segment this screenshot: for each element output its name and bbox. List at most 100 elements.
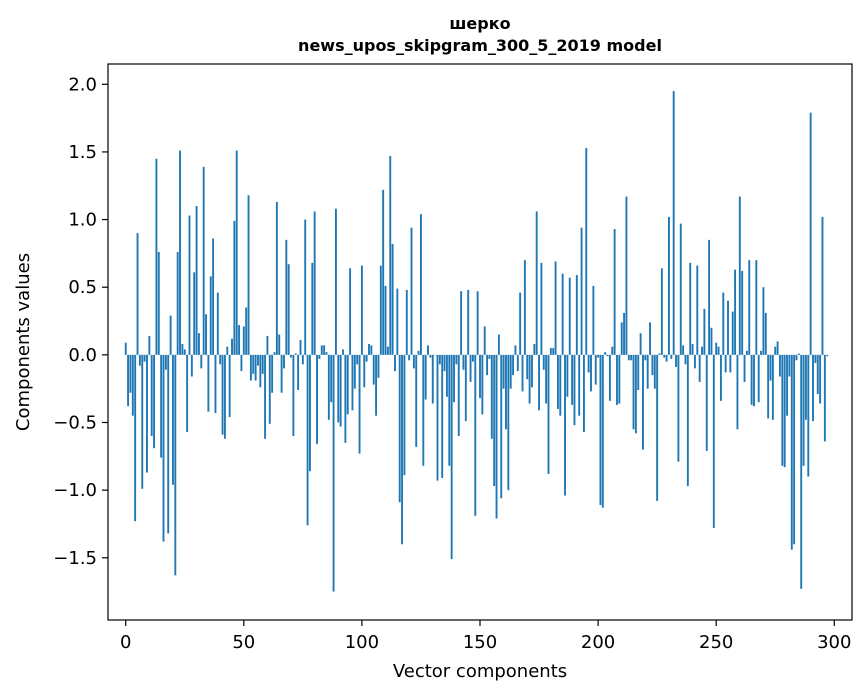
- bar: [788, 354, 791, 377]
- bar: [327, 354, 330, 420]
- bar: [585, 147, 588, 355]
- bar: [731, 311, 734, 355]
- bar: [174, 354, 177, 576]
- bar: [424, 354, 427, 400]
- bar: [712, 354, 715, 529]
- bar: [559, 354, 562, 416]
- bar: [386, 346, 389, 355]
- bar: [812, 354, 814, 422]
- bar: [557, 354, 559, 409]
- bar: [575, 275, 578, 355]
- bar: [226, 346, 229, 355]
- bar: [415, 354, 418, 447]
- bar: [573, 354, 576, 426]
- bar: [802, 354, 805, 466]
- bar: [249, 354, 252, 381]
- bar: [351, 354, 354, 411]
- bar: [127, 354, 130, 407]
- bar: [750, 354, 753, 405]
- bar: [521, 354, 524, 392]
- bar: [604, 352, 607, 355]
- bar: [408, 354, 411, 361]
- y-tick-label: −1.5: [53, 548, 97, 569]
- bar: [344, 354, 347, 443]
- bar: [639, 333, 642, 355]
- bar: [637, 354, 640, 391]
- bar: [528, 354, 531, 404]
- bar: [134, 354, 137, 522]
- bar: [819, 354, 822, 404]
- bar: [410, 227, 413, 355]
- bar: [814, 354, 817, 363]
- bar: [141, 354, 144, 489]
- bar: [469, 354, 472, 382]
- bar: [382, 189, 385, 355]
- bar: [613, 229, 616, 355]
- x-tick-label: 50: [232, 632, 255, 653]
- bar: [176, 252, 179, 355]
- bar: [552, 348, 555, 355]
- bar: [821, 216, 824, 355]
- bar: [497, 334, 500, 355]
- bar: [764, 312, 767, 355]
- bar: [219, 354, 222, 365]
- bar: [805, 354, 807, 420]
- bar: [136, 233, 139, 355]
- chart-title-line-1: шерко: [449, 14, 510, 33]
- bar: [334, 208, 337, 355]
- bar: [372, 354, 375, 385]
- bar: [715, 342, 718, 355]
- bar: [285, 239, 288, 355]
- bar: [264, 354, 267, 439]
- bar: [542, 354, 545, 370]
- bar: [379, 265, 382, 355]
- bar: [358, 354, 361, 454]
- bar: [309, 354, 311, 472]
- bar: [283, 354, 285, 369]
- bar: [245, 307, 248, 355]
- bar: [320, 345, 323, 355]
- bar: [405, 289, 408, 355]
- bar: [197, 333, 200, 355]
- y-tick-label: 1.0: [68, 210, 97, 231]
- bar: [209, 276, 212, 355]
- bar: [734, 269, 737, 355]
- bar: [512, 354, 515, 376]
- x-tick-label: 250: [699, 632, 733, 653]
- bar: [271, 354, 274, 393]
- bar: [526, 354, 529, 380]
- bar: [483, 326, 486, 355]
- bar: [675, 354, 677, 368]
- bar: [278, 334, 281, 355]
- bar: [670, 354, 673, 359]
- bar: [823, 354, 826, 442]
- bar: [679, 223, 682, 355]
- bar: [495, 354, 498, 519]
- bar: [682, 345, 685, 355]
- y-tick-label: −1.0: [53, 480, 97, 501]
- bar: [474, 354, 477, 516]
- bar: [656, 354, 659, 501]
- bar: [396, 288, 399, 355]
- bar: [436, 354, 439, 481]
- bar: [535, 211, 538, 355]
- bar: [608, 354, 611, 401]
- bar: [403, 354, 406, 476]
- bar: [786, 354, 788, 416]
- bar: [384, 285, 387, 355]
- bar: [703, 308, 706, 355]
- bar: [153, 354, 155, 449]
- bar: [247, 195, 250, 355]
- bar: [195, 206, 198, 355]
- bar: [420, 214, 422, 355]
- bar: [375, 354, 378, 416]
- bar: [627, 354, 630, 361]
- bar: [493, 354, 496, 487]
- bar: [514, 345, 517, 355]
- bar: [313, 211, 316, 355]
- bar: [783, 354, 786, 468]
- bar: [793, 354, 796, 545]
- bar: [464, 354, 467, 422]
- bar: [214, 354, 217, 414]
- bar: [242, 326, 245, 355]
